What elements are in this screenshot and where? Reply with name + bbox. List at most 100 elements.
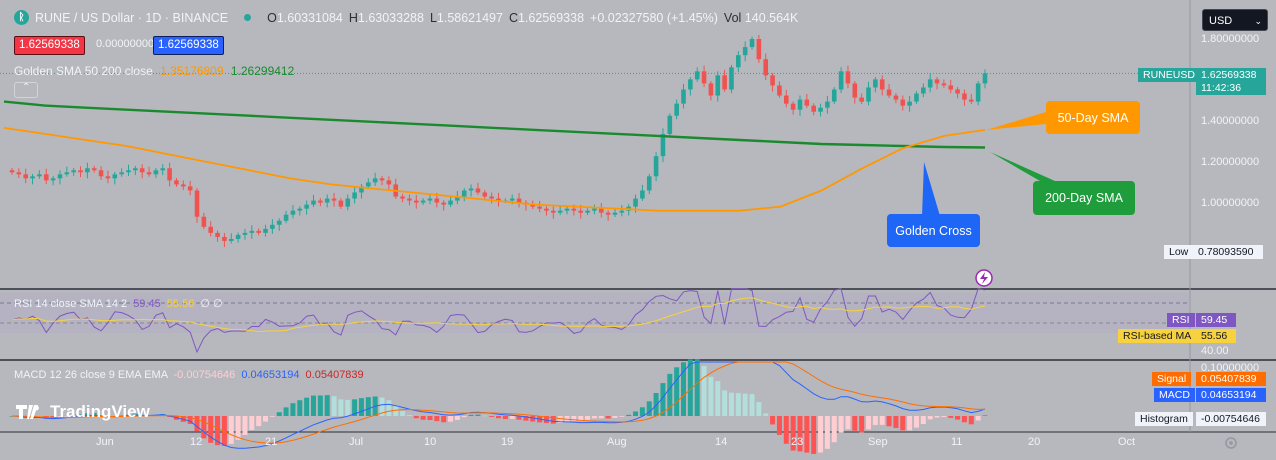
candle-body [30,176,35,179]
macd-histogram-bar [674,367,680,416]
macd-histogram-bar [797,416,803,452]
macd-histogram-bar [886,416,892,427]
candle-body [742,47,748,56]
candle-body [441,202,446,205]
tradingview-logo-icon [16,405,39,419]
candle-body [509,198,515,201]
macd-histogram-bar [379,397,385,416]
candle-body [420,200,426,203]
sma-legend[interactable]: Golden SMA 50 200 close 1.35176809 1.262… [14,64,294,78]
lightning-icon [980,272,988,284]
price-axis-label-3: 1.20000000 [1201,156,1260,168]
macd-histogram-bar [728,392,734,416]
rsi-line [11,288,986,354]
candle-body [619,210,625,213]
macd-histogram-bar [400,411,406,416]
candle-body [749,39,755,48]
macd-histogram-bar [818,416,824,453]
sma200-line [3,100,986,149]
macd-histogram-bar [516,416,522,420]
tradingview-logo[interactable]: TradingView [16,402,150,422]
macd-histogram-bar [352,399,358,416]
histogram-axis-value: -0.00754646 [1196,412,1266,426]
macd-histogram-bar [235,416,241,440]
candle-body [146,172,152,175]
macd-histogram-bar [194,416,200,432]
price-axis-label-1: 1.80000000 [1201,33,1260,45]
candle-body [112,174,118,179]
macd-histogram-bar [496,416,501,419]
macd-histogram-bar [441,416,447,423]
macd-histogram-bar [578,416,584,421]
candle-body [475,188,481,193]
macd-histogram-bar [605,416,611,419]
currency-select[interactable]: USD ⌄ [1202,9,1268,31]
macd-histogram-bar [982,415,988,416]
rsi-extra: ∅ ∅ [200,298,223,310]
candle-body [729,67,734,90]
candle-body [304,204,309,209]
macd-histogram-bar [591,416,597,419]
macd-histogram-bar [91,413,97,416]
macd-histogram-bar [98,414,104,416]
candle-body [921,87,926,94]
rsi-title: RSI 14 close SMA 14 2 [14,298,128,310]
candle-body [283,214,289,221]
macd-histogram-bar [365,397,371,416]
symbol-header: ᚱ RUNE / US Dollar · 1D · BINANCE O1.603… [14,10,798,25]
gear-ring [1225,437,1237,449]
macd-histogram-bar [742,393,748,416]
candle-body [98,170,104,177]
macd-histogram-bar [735,393,741,416]
candle-body [413,200,419,203]
candle-body [78,170,83,173]
time-axis-label: Sep [868,436,888,448]
candle-body [770,75,775,86]
candle-body [174,180,179,185]
macd-histogram-bar [263,416,269,422]
sma50-line [3,127,986,212]
candle-body [674,103,679,116]
candle-body [688,79,693,90]
sma200-legend-value: 1.26299412 [230,64,295,78]
candle-body [873,79,878,88]
sell-price-box[interactable]: 1.62569338 [14,36,85,55]
macd-histogram-bar [783,416,789,444]
chevron-up-icon: ⌃ [22,82,31,93]
candle-body [633,198,638,207]
candle-body [722,75,727,90]
macd-histogram-bar [845,416,851,430]
symbol-title[interactable]: RUNE / US Dollar · 1D · BINANCE [35,10,229,25]
collapse-legend-button[interactable]: ⌃ [14,82,38,98]
price-change: +0.02327580 (+1.45%) [590,10,718,25]
macd-histogram-bar [78,414,84,416]
macd-histogram-bar [811,416,817,454]
candle-body [886,89,892,96]
macd-title: MACD 12 26 close 9 EMA EMA [14,369,168,381]
macd-legend[interactable]: MACD 12 26 close 9 EMA EMA -0.00754646 0… [14,369,364,381]
candle-body [907,101,912,106]
candle-body [372,178,378,183]
candle-body [694,71,700,80]
candle-body [948,85,954,90]
candle-body [71,170,76,173]
candle-body [181,184,186,187]
macd-histogram-bar [393,406,399,416]
sma-title: Golden SMA 50 200 close [14,64,153,78]
macd-axis-top: 0.10000000 [1201,362,1260,374]
candle-body [893,95,899,100]
rsi-legend[interactable]: RSI 14 close SMA 14 2 59.45 55.56 ∅ ∅ [14,297,223,310]
candle-body [16,172,22,175]
macd-histogram-bar [489,416,495,417]
macd-histogram-bar [722,390,728,416]
candle-body [845,71,851,84]
candle-body [379,178,385,181]
macd-histogram-bar [955,416,961,420]
candle-body [557,210,563,213]
candle-body [194,190,200,217]
last-price-tag: 1.62569338 [1196,68,1266,82]
macd-histogram-bar [975,416,981,421]
buy-price-box[interactable]: 1.62569338 [153,36,224,55]
rsi-ma-axis-value: 55.56 [1196,329,1236,343]
candle-body [43,174,49,181]
